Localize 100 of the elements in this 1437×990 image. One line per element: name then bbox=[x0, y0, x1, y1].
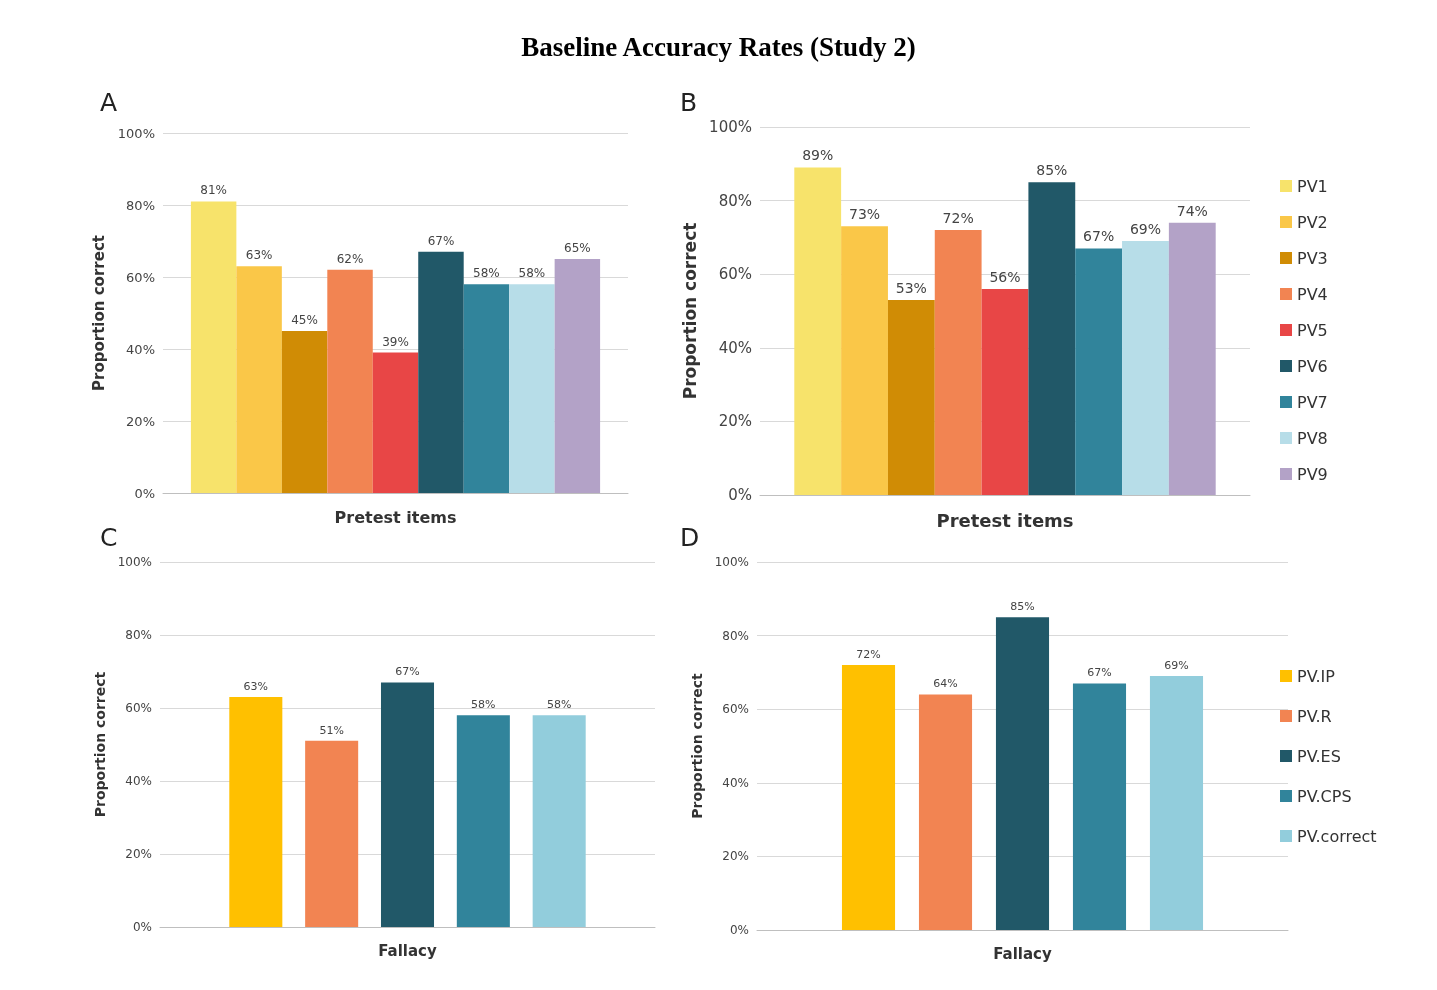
bar bbox=[190, 201, 237, 493]
y-axis-title: Proportion correct bbox=[91, 671, 108, 818]
bar bbox=[1072, 683, 1127, 930]
data-label: 62% bbox=[336, 251, 364, 266]
x-axis-title: Fallacy bbox=[378, 941, 437, 960]
data-label: 67% bbox=[395, 665, 420, 679]
legend-label: PV7 bbox=[1297, 392, 1328, 412]
legend-label: PV8 bbox=[1297, 428, 1328, 448]
data-label: 58% bbox=[471, 698, 496, 712]
bar bbox=[327, 269, 373, 493]
text: Baseline Accuracy Rates (Study 2) bbox=[520, 32, 917, 63]
chart-title: A bbox=[100, 88, 118, 117]
y-tick-label: 100% bbox=[714, 555, 749, 569]
data-label: 53% bbox=[895, 279, 927, 296]
legend-label: PV6 bbox=[1297, 356, 1328, 376]
bar bbox=[918, 694, 973, 930]
y-tick-label: 40% bbox=[718, 338, 752, 357]
legend-label: PV5 bbox=[1297, 320, 1328, 340]
bar bbox=[456, 715, 510, 927]
y-axis-title: Proportion correct bbox=[679, 222, 700, 400]
y-tick-label: 80% bbox=[125, 628, 152, 642]
bar bbox=[281, 331, 328, 493]
y-tick-label: 60% bbox=[125, 701, 152, 715]
y-tick-label: 60% bbox=[722, 702, 749, 717]
bar bbox=[554, 259, 601, 493]
legend-label: PV.ES bbox=[1297, 746, 1341, 766]
chart-title: B bbox=[680, 88, 698, 117]
bar bbox=[995, 617, 1050, 930]
data-label: 89% bbox=[802, 147, 834, 164]
legend-label: PV.CPS bbox=[1297, 786, 1352, 806]
x-axis-title: Pretest items bbox=[334, 507, 457, 527]
y-tick-label: 0% bbox=[132, 920, 152, 934]
data-label: 69% bbox=[1129, 221, 1162, 238]
bar bbox=[1149, 676, 1204, 930]
y-tick-label: 0% bbox=[134, 485, 155, 501]
data-label: 67% bbox=[1087, 666, 1112, 680]
bar bbox=[372, 352, 419, 493]
bar bbox=[1122, 241, 1169, 495]
data-label: 56% bbox=[989, 268, 1021, 285]
y-tick-label: 20% bbox=[718, 412, 752, 431]
y-tick-label: 60% bbox=[126, 269, 155, 285]
chart-title: D bbox=[680, 523, 700, 552]
data-label: 58% bbox=[546, 698, 572, 712]
bar bbox=[1028, 182, 1076, 495]
data-label: 65% bbox=[564, 241, 591, 255]
y-axis-title: Proportion correct bbox=[688, 672, 705, 819]
bar bbox=[229, 697, 283, 927]
data-label: 74% bbox=[1176, 202, 1208, 219]
x-axis-title: Pretest items bbox=[936, 509, 1074, 531]
y-tick-label: 100% bbox=[117, 555, 152, 569]
data-label: 72% bbox=[856, 648, 881, 662]
y-tick-label: 20% bbox=[722, 849, 749, 864]
bar bbox=[418, 251, 464, 493]
bar bbox=[532, 715, 586, 927]
legend-label: PV2 bbox=[1297, 212, 1328, 232]
legend-label: PV.correct bbox=[1297, 826, 1377, 846]
y-tick-label: 20% bbox=[126, 413, 155, 429]
bar bbox=[887, 299, 935, 495]
data-label: 81% bbox=[200, 183, 227, 198]
bar bbox=[1075, 248, 1123, 495]
bar bbox=[841, 226, 888, 495]
data-label: 73% bbox=[848, 206, 881, 223]
y-tick-label: 80% bbox=[722, 628, 749, 643]
data-label: 67% bbox=[1083, 228, 1115, 245]
chart-title: C bbox=[100, 523, 118, 552]
bar bbox=[934, 230, 982, 495]
data-label: 67% bbox=[427, 233, 455, 248]
y-tick-label: 100% bbox=[709, 118, 752, 136]
data-label: 45% bbox=[291, 313, 318, 327]
y-tick-label: 0% bbox=[729, 923, 749, 937]
bar bbox=[981, 288, 1029, 495]
data-label: 58% bbox=[518, 266, 546, 281]
y-tick-label: 100% bbox=[117, 125, 155, 141]
y-tick-label: 40% bbox=[722, 775, 749, 790]
data-label: 39% bbox=[382, 334, 409, 349]
y-tick-label: 80% bbox=[126, 197, 155, 213]
data-label: 63% bbox=[243, 680, 269, 694]
data-label: 69% bbox=[1164, 659, 1189, 673]
data-label: 51% bbox=[319, 723, 344, 737]
x-axis-title: Fallacy bbox=[993, 944, 1052, 963]
legend-label: PV.R bbox=[1297, 706, 1332, 726]
bar bbox=[305, 740, 359, 927]
bar bbox=[236, 266, 282, 493]
data-label: 85% bbox=[1010, 600, 1035, 614]
bar bbox=[841, 665, 896, 930]
legend-label: PV3 bbox=[1297, 248, 1328, 268]
legend-label: PV4 bbox=[1297, 284, 1328, 304]
legend-label: PV.IP bbox=[1297, 666, 1336, 686]
data-label: 85% bbox=[1036, 162, 1068, 179]
data-label: 64% bbox=[933, 677, 958, 691]
bar bbox=[380, 682, 435, 927]
bar bbox=[1168, 222, 1216, 495]
data-label: 58% bbox=[473, 266, 500, 281]
data-label: 63% bbox=[245, 248, 273, 263]
y-tick-label: 40% bbox=[125, 774, 152, 788]
legend-label: PV1 bbox=[1297, 176, 1328, 196]
y-tick-label: 60% bbox=[718, 265, 752, 284]
y-tick-label: 20% bbox=[125, 847, 152, 861]
y-tick-label: 0% bbox=[728, 486, 752, 504]
bar bbox=[509, 284, 555, 493]
